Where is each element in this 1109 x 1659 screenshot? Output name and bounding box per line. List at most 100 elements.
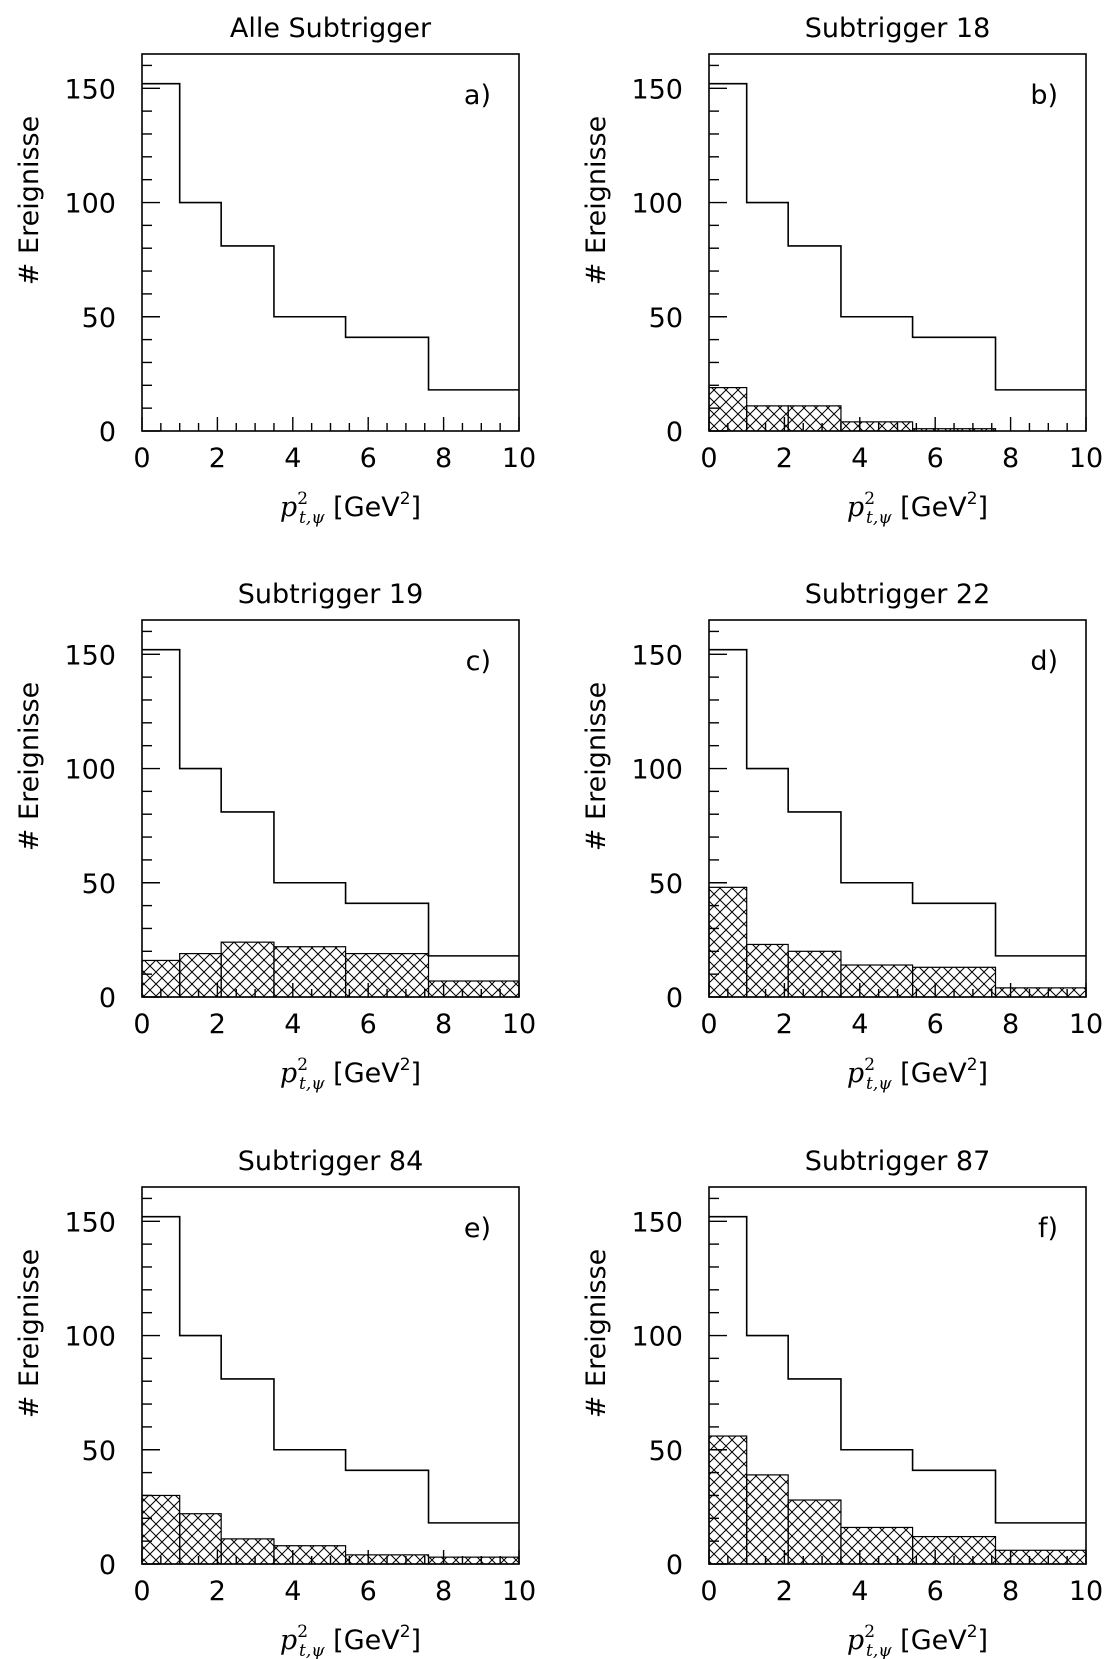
x-tick-label: 6: [927, 1009, 944, 1040]
y-tick-label: 50: [82, 869, 116, 900]
y-tick-label: 50: [649, 303, 683, 334]
x-tick-label: 0: [133, 1576, 150, 1607]
x-tick-label: 4: [851, 1576, 868, 1607]
y-tick-label: 50: [82, 1436, 116, 1467]
y-tick-label: 0: [99, 417, 116, 448]
panel-title: Alle Subtrigger: [230, 13, 432, 44]
hatched-bar: [994, 1549, 1087, 1565]
y-tick-label: 0: [666, 417, 683, 448]
y-tick-label: 100: [64, 1322, 116, 1353]
panel-tag: c): [466, 646, 491, 677]
hatched-bar: [746, 1474, 789, 1565]
hatched-bar: [179, 1513, 222, 1565]
plot-frame: [141, 1186, 520, 1565]
x-tick-label: 10: [1069, 443, 1103, 474]
y-tick-label: 50: [649, 1436, 683, 1467]
x-tick-label: 6: [927, 1576, 944, 1607]
hatched-bar: [708, 886, 748, 998]
x-tick-label: 2: [209, 1576, 226, 1607]
hatched-bar: [787, 405, 842, 432]
hatched-bar: [141, 1494, 181, 1565]
panel-tag: f): [1038, 1213, 1058, 1244]
hatched-bar: [427, 1556, 520, 1565]
plot-frame: [141, 53, 520, 432]
hatched-bar: [273, 1545, 347, 1565]
x-tick-label: 4: [851, 443, 868, 474]
x-tick-label: 0: [700, 1576, 717, 1607]
y-tick-label: 150: [64, 640, 116, 671]
panel-title: Subtrigger 19: [238, 579, 424, 610]
y-tick-label: 100: [631, 1322, 683, 1353]
y-axis-label: # Ereignisse: [14, 682, 45, 851]
panel-tag: e): [464, 1213, 491, 1244]
x-tick-label: 6: [360, 1009, 377, 1040]
x-tick-label: 2: [776, 1576, 793, 1607]
x-tick-label: 8: [435, 1009, 452, 1040]
x-tick-label: 10: [502, 1576, 536, 1607]
panel-c: Subtrigger 19 # Ereignisse p2 t,ψ [GeV2] c) 0…: [14, 579, 536, 1094]
hatched-bar: [994, 987, 1087, 998]
y-axis-label: # Ereignisse: [581, 1249, 612, 1418]
x-tick-label: 6: [360, 443, 377, 474]
panel-f: Subtrigger 87 # Ereignisse p2 t,ψ [GeV2] f) 0…: [581, 1146, 1103, 1659]
hatched-bar: [273, 946, 347, 998]
x-tick-label: 4: [284, 1009, 301, 1040]
y-axis-label: # Ereignisse: [581, 116, 612, 285]
hatched-bar: [787, 1499, 842, 1565]
y-axis-label: # Ereignisse: [14, 116, 45, 285]
y-tick-label: 100: [64, 189, 116, 220]
y-tick-label: 150: [64, 1207, 116, 1238]
y-tick-label: 50: [82, 303, 116, 334]
panel-e: Subtrigger 84 # Ereignisse p2 t,ψ [GeV2] e) 0…: [14, 1146, 536, 1659]
x-tick-label: 2: [776, 443, 793, 474]
y-tick-label: 150: [631, 1207, 683, 1238]
panel-title: Subtrigger 18: [805, 13, 991, 44]
y-tick-label: 100: [631, 189, 683, 220]
x-tick-label: 4: [284, 1576, 301, 1607]
x-tick-label: 4: [284, 443, 301, 474]
x-tick-label: 8: [435, 443, 452, 474]
panel-tag: d): [1030, 646, 1058, 677]
outline-histogram: [142, 648, 519, 957]
panel-title: Subtrigger 87: [805, 1146, 991, 1177]
hatched-bar: [708, 1435, 748, 1565]
hatched-bar: [840, 1526, 914, 1565]
hatched-bar: [220, 941, 275, 998]
y-tick-label: 50: [649, 869, 683, 900]
panel-title: Subtrigger 84: [238, 1146, 424, 1177]
x-tick-label: 2: [209, 1009, 226, 1040]
x-axis-label: p2 t,ψ [GeV2]: [847, 489, 988, 528]
x-tick-label: 8: [1002, 1576, 1019, 1607]
x-axis-label: p2 t,ψ [GeV2]: [280, 1055, 421, 1094]
x-tick-label: 6: [360, 1576, 377, 1607]
y-tick-label: 0: [99, 983, 116, 1014]
y-tick-label: 0: [666, 1550, 683, 1581]
hatched-bar: [746, 405, 789, 432]
x-tick-label: 8: [435, 1576, 452, 1607]
x-tick-label: 6: [927, 443, 944, 474]
x-tick-label: 10: [502, 1009, 536, 1040]
panel-tag: a): [464, 80, 491, 111]
y-axis-label: # Ereignisse: [581, 682, 612, 851]
hatched-bar: [179, 952, 222, 998]
panel-a: Alle Subtrigger # Ereignisse p2 t,ψ [GeV2] a…: [14, 13, 536, 528]
x-tick-label: 0: [133, 1009, 150, 1040]
y-axis-label: # Ereignisse: [14, 1249, 45, 1418]
x-axis-label: p2 t,ψ [GeV2]: [847, 1055, 988, 1094]
x-tick-label: 0: [133, 443, 150, 474]
outline-histogram: [142, 82, 519, 391]
x-tick-label: 10: [502, 443, 536, 474]
hatched-bar: [220, 1538, 275, 1565]
hatched-bar: [840, 421, 914, 432]
hatched-bar: [427, 980, 520, 998]
hatched-bar: [746, 943, 789, 998]
y-tick-label: 150: [631, 640, 683, 671]
x-tick-label: 0: [700, 1009, 717, 1040]
x-tick-label: 8: [1002, 443, 1019, 474]
plot-frame: [141, 619, 520, 998]
hatched-bar: [787, 950, 842, 998]
x-tick-label: 2: [776, 1009, 793, 1040]
x-tick-label: 8: [1002, 1009, 1019, 1040]
y-tick-label: 0: [666, 983, 683, 1014]
